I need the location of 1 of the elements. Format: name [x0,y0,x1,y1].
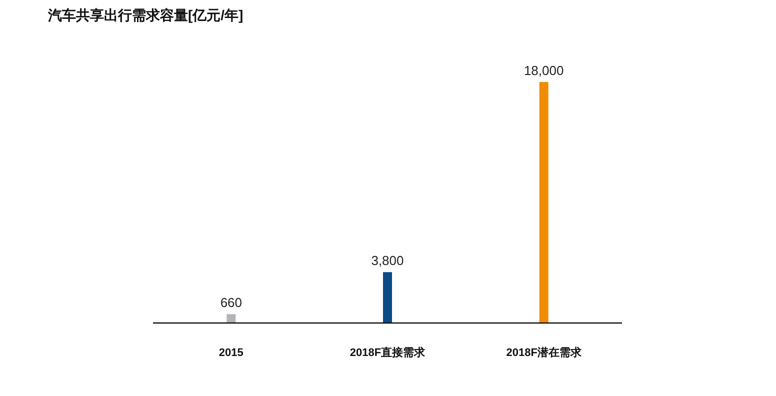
title: 汽车共享出行需求容量[亿元/年] [48,7,244,23]
